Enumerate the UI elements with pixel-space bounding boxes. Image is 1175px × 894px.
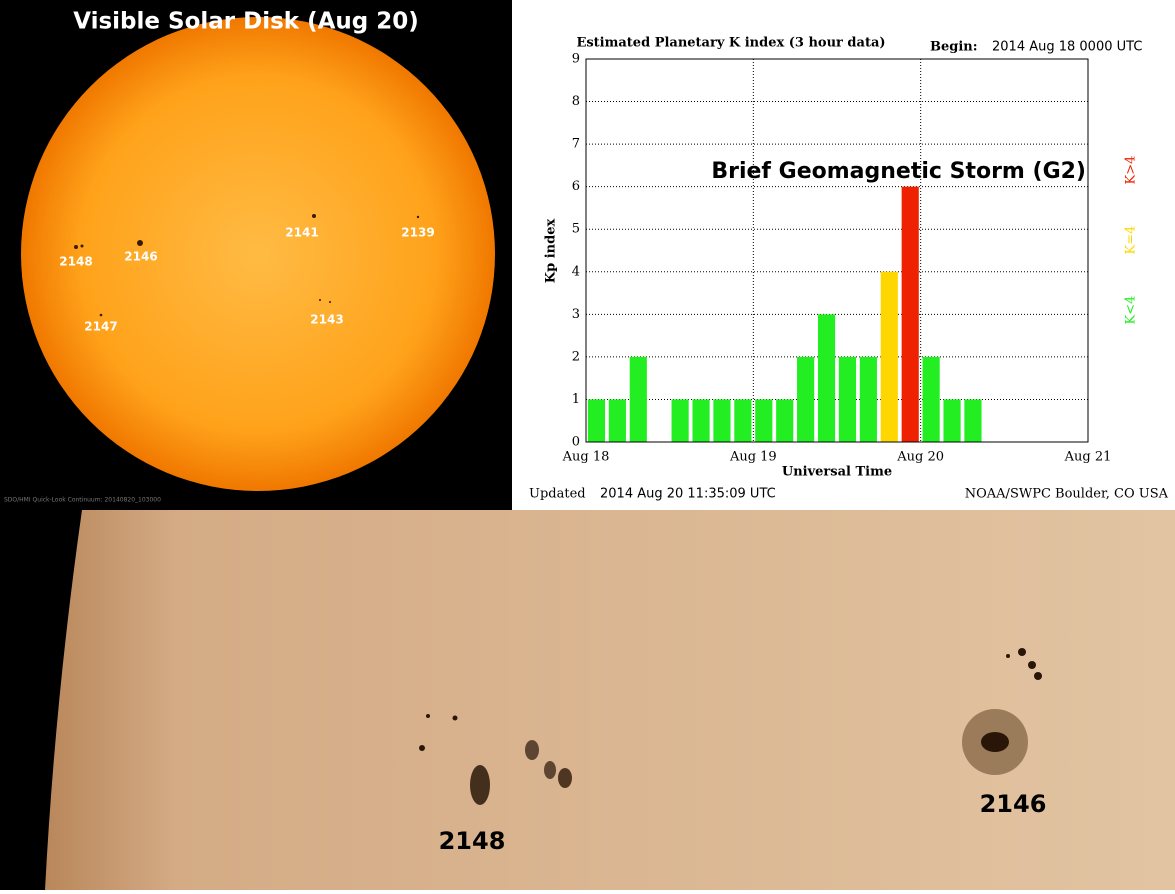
annotation: Brief Geomagnetic Storm (G2) [711,159,1086,184]
disk-title: Visible Solar Disk (Aug 20) [73,9,419,35]
sunspots [74,214,420,317]
x-tick-label: Aug 21 [1064,450,1112,465]
bar [880,271,898,442]
y-tick-label: 7 [572,137,580,152]
chart-title: Estimated Planetary K index (3 hour data… [576,36,885,51]
bar [629,356,647,442]
region-label: 2148 [59,255,92,269]
y-tick-label: 6 [572,179,580,194]
bar [755,399,773,442]
legend-label: K>4 [1124,156,1139,185]
bar [713,399,731,442]
bar [734,399,752,442]
bar [608,399,626,442]
updated-label: Updated [529,487,586,502]
kp-chart: 0 1 2 3 4 5 6 7 8 9 Aug 18 Aug 19 Aug 20 Aug 21 Estima… [529,36,1169,502]
region-label: 2143 [310,313,343,327]
y-tick-label: 9 [572,52,580,67]
legend-label: K=4 [1124,226,1139,255]
bar [859,356,877,442]
x-axis-label: Universal Time [782,465,892,480]
bar [776,399,794,442]
y-tick-label: 2 [572,349,580,364]
closeup-sunspots [419,648,1042,805]
begin-label: Begin: [930,40,978,55]
legend-label: K<4 [1124,296,1139,325]
plot-frame [585,58,1089,443]
bar [692,399,710,442]
x-tick-label: Aug 20 [896,450,944,465]
closeup-region-label: 2146 [980,790,1047,818]
bar [901,186,919,442]
y-axis-label: Kp index [544,219,559,284]
sun-disk [21,17,495,491]
region-label: 2147 [84,320,117,334]
bar [964,399,982,442]
bar [671,399,689,442]
source: NOAA/SWPC Boulder, CO USA [965,487,1169,502]
disk-credit: SDO/HMI Quick-Look Continuum: 20140820_1… [4,497,161,504]
closeup-panel [0,510,1175,890]
y-tick-label: 4 [572,264,580,279]
solar-limb [0,510,82,890]
closeup-region-label: 2148 [439,827,506,855]
bar [838,356,857,442]
y-tick-label: 5 [572,222,580,237]
bar [817,314,836,442]
y-tick-label: 3 [572,307,580,322]
region-label: 2146 [124,250,157,264]
x-tick-label: Aug 19 [729,450,777,465]
region-label: 2139 [401,226,434,240]
begin: 2014 Aug 18 0000 UTC [992,40,1142,55]
bar [922,356,940,442]
y-tick-label: 1 [572,392,580,407]
bar [587,399,606,442]
bar [797,356,815,442]
region-label: 2141 [285,226,318,240]
y-tick-label: 8 [572,94,580,109]
updated: 2014 Aug 20 11:35:09 UTC [600,487,776,502]
y-tick-label: 0 [572,435,580,450]
x-tick-label: Aug 18 [562,450,610,465]
bar [943,399,961,442]
